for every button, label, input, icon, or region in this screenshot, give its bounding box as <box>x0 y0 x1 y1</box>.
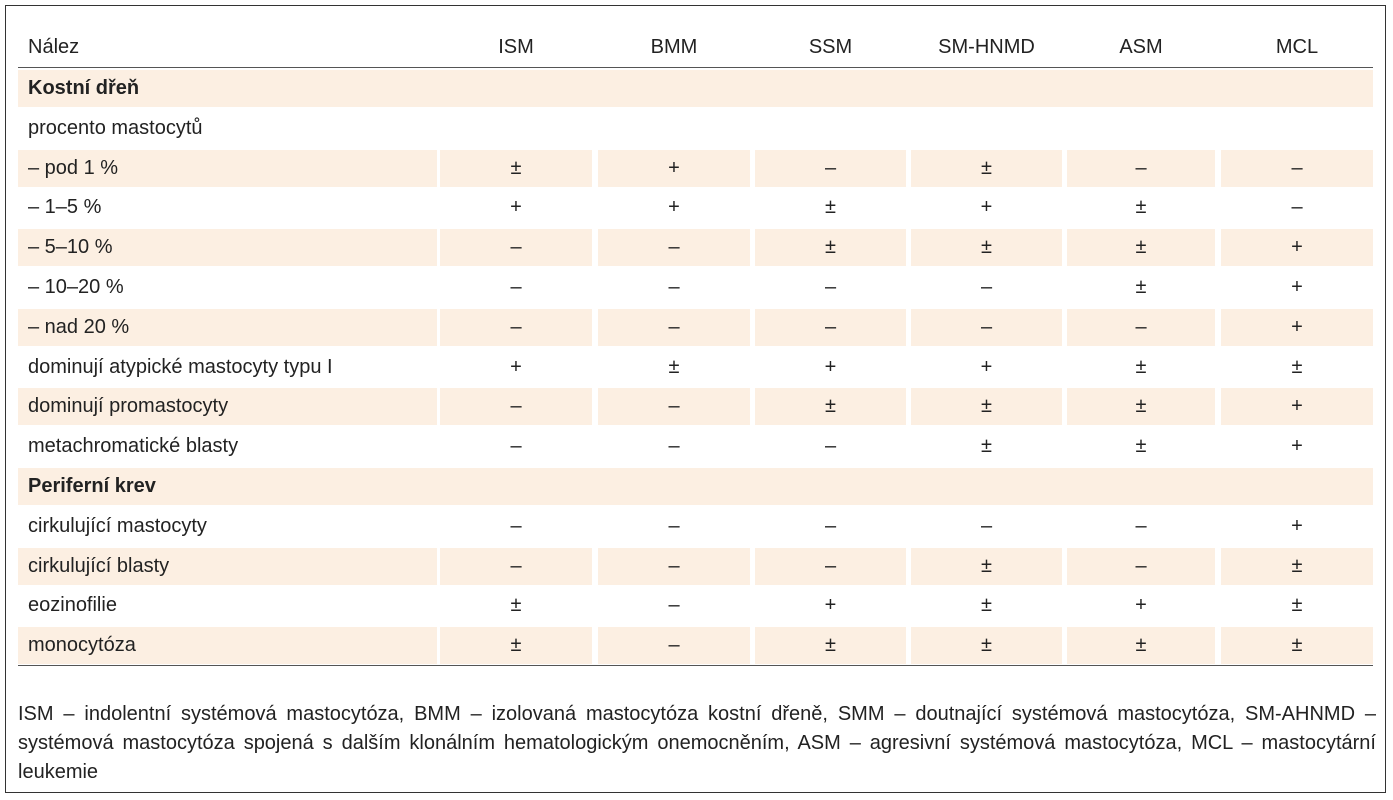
value-cell: – <box>598 388 750 426</box>
value-cell: – <box>824 514 837 537</box>
header-cell: ISM <box>498 36 534 58</box>
row-label: dominují atypické mastocyty typu I <box>28 355 333 378</box>
value-cell: – <box>1067 149 1215 187</box>
value-cell: ± <box>1221 547 1373 585</box>
value-cell: + <box>668 196 680 219</box>
footnote: ISM – indolentní systémová mastocytóza, … <box>18 703 1376 783</box>
value-cell: – <box>440 229 592 267</box>
value-cell: ± <box>981 594 992 617</box>
value-cell: – <box>668 435 680 458</box>
header-cell: BMM <box>650 36 698 58</box>
row-label: monocytóza <box>18 627 437 665</box>
value-cell: + <box>1135 594 1147 617</box>
value-cell: – <box>1067 547 1215 585</box>
value-cell: + <box>824 355 837 378</box>
value-cell: – <box>668 594 680 617</box>
value-cell: + <box>824 594 837 617</box>
value-cell: – <box>824 435 837 458</box>
header-cell: ASM <box>1119 36 1163 58</box>
value-cell: – <box>598 229 750 267</box>
value-cell: – <box>598 627 750 665</box>
value-cell: ± <box>911 149 1062 187</box>
value-cell: – <box>598 547 750 585</box>
row-label: – 10–20 % <box>28 276 124 298</box>
value-cell: + <box>510 355 522 378</box>
value-cell: ± <box>755 229 906 267</box>
value-cell: – <box>1221 149 1373 187</box>
value-cell: – <box>911 308 1062 346</box>
value-cell: + <box>1291 276 1303 298</box>
table-frame <box>5 5 1386 793</box>
value-cell: – <box>980 276 993 298</box>
value-cell: – <box>510 514 522 537</box>
value-cell: – <box>440 388 592 426</box>
value-cell: ± <box>510 594 522 617</box>
value-cell: – <box>598 308 750 346</box>
value-cell: ± <box>1067 627 1215 665</box>
value-cell: ± <box>911 229 1062 267</box>
value-cell: ± <box>1291 355 1303 378</box>
value-cell: – <box>440 547 592 585</box>
section-row: Periferní krev <box>18 468 1373 505</box>
value-cell: + <box>980 355 993 378</box>
value-cell: ± <box>755 627 906 665</box>
value-cell: + <box>510 196 522 219</box>
value-cell: ± <box>1067 388 1215 426</box>
row-label: cirkulující blasty <box>18 547 437 585</box>
header-cell: SM-HNMD <box>938 36 1035 58</box>
value-cell: + <box>1291 435 1303 458</box>
value-cell: ± <box>981 435 992 458</box>
value-cell: ± <box>1291 594 1303 617</box>
row-label: – 5–10 % <box>18 229 437 267</box>
value-cell: ± <box>1067 229 1215 267</box>
value-cell: ± <box>440 149 592 187</box>
value-cell: + <box>1221 229 1373 267</box>
value-cell: ± <box>911 627 1062 665</box>
row-label: metachromatické blasty <box>28 435 239 458</box>
value-cell: + <box>1221 388 1373 426</box>
header-cell: MCL <box>1275 36 1319 58</box>
value-cell: + <box>1291 514 1303 537</box>
value-cell: – <box>668 276 680 298</box>
value-cell: – <box>824 276 837 298</box>
value-cell: – <box>755 149 906 187</box>
value-cell: ± <box>911 547 1062 585</box>
header-cell: Nález <box>28 36 80 58</box>
header-cell: SSM <box>808 36 853 58</box>
value-cell: ± <box>440 627 592 665</box>
value-cell: ± <box>1135 196 1147 219</box>
value-cell: ± <box>1135 355 1147 378</box>
value-cell: ± <box>1221 627 1373 665</box>
row-label: procento mastocytů <box>28 116 203 139</box>
value-cell: ± <box>911 388 1062 426</box>
value-cell: + <box>598 149 750 187</box>
value-cell: – <box>1067 308 1215 346</box>
value-cell: – <box>510 435 522 458</box>
value-cell: – <box>755 308 906 346</box>
row-label: eozinofilie <box>28 594 117 617</box>
value-cell: – <box>1135 514 1147 537</box>
value-cell: – <box>440 308 592 346</box>
row-label: – nad 20 % <box>18 308 437 346</box>
value-cell: – <box>1291 196 1303 219</box>
value-cell: ± <box>825 196 836 219</box>
value-cell: ± <box>1135 435 1147 458</box>
value-cell: + <box>980 196 993 219</box>
value-cell: ± <box>1135 276 1147 298</box>
row-label: – pod 1 % <box>18 149 437 187</box>
section-row: Kostní dřeň <box>18 70 1373 107</box>
header-rule <box>18 67 1373 68</box>
value-cell: – <box>755 547 906 585</box>
bottom-rule <box>18 665 1373 666</box>
row-label: – 1–5 % <box>28 196 102 219</box>
value-cell: + <box>1221 308 1373 346</box>
value-cell: – <box>980 514 993 537</box>
value-cell: ± <box>668 355 680 378</box>
row-label: dominují promastocyty <box>18 388 437 426</box>
value-cell: – <box>668 514 680 537</box>
row-label: cirkulující mastocyty <box>28 514 207 537</box>
value-cell: ± <box>755 388 906 426</box>
value-cell: – <box>510 276 522 298</box>
